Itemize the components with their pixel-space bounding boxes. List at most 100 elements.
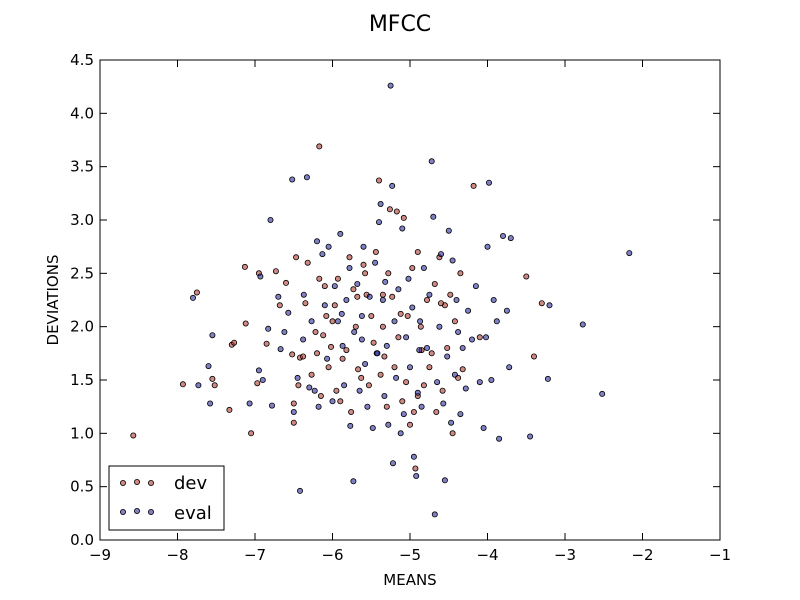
point-dev-53	[375, 177, 382, 184]
point-eval-121	[338, 310, 345, 317]
x-axis-title: MEANS	[383, 571, 436, 589]
x-tick-label-2: −7	[244, 546, 266, 564]
point-dev-24	[304, 259, 311, 266]
point-eval-75	[417, 318, 424, 325]
point-eval-49	[366, 293, 373, 300]
point-dev-25	[308, 371, 315, 378]
point-eval-120	[374, 350, 381, 357]
point-eval-105	[485, 179, 492, 186]
point-dev-38	[337, 398, 344, 405]
point-eval-84	[436, 323, 443, 330]
point-eval-53	[375, 219, 382, 226]
point-dev-18	[290, 419, 297, 426]
point-dev-101	[379, 291, 386, 298]
y-tick-label-8: 4.0	[70, 104, 94, 122]
point-dev-92	[476, 334, 483, 341]
point-dev-50	[368, 312, 375, 319]
point-eval-20	[300, 336, 307, 343]
point-eval-67	[400, 411, 407, 418]
point-eval-27	[315, 403, 322, 410]
legend-marker-eval-1	[133, 507, 140, 514]
point-eval-123	[416, 347, 423, 354]
point-eval-13	[277, 346, 284, 353]
y-tick-label-1: 0.5	[70, 478, 94, 496]
point-eval-29	[321, 302, 328, 309]
point-dev-98	[276, 302, 283, 309]
point-dev-49	[365, 382, 372, 389]
point-eval-73	[413, 472, 420, 479]
point-eval-10	[267, 216, 274, 223]
point-eval-91	[449, 257, 456, 264]
point-eval-95	[457, 411, 464, 418]
point-eval-9	[265, 325, 272, 332]
point-eval-111	[503, 307, 510, 314]
x-tick-label-3: −6	[321, 546, 343, 564]
point-dev-36	[331, 302, 338, 309]
point-eval-44	[356, 387, 363, 394]
point-eval-4	[209, 332, 216, 339]
point-eval-90	[448, 419, 455, 426]
point-eval-14	[281, 328, 288, 335]
point-eval-89	[445, 227, 452, 234]
point-dev-93	[523, 273, 530, 280]
point-dev-85	[447, 291, 454, 298]
point-eval-23	[306, 384, 313, 391]
point-eval-59	[387, 82, 394, 89]
point-eval-43	[354, 280, 361, 287]
y-tick-label-6: 3.0	[70, 211, 94, 229]
point-dev-104	[354, 293, 361, 300]
point-dev-16	[289, 351, 296, 358]
point-eval-74	[414, 389, 421, 396]
point-dev-100	[437, 300, 444, 307]
point-dev-95	[538, 300, 545, 307]
point-eval-3	[207, 400, 214, 407]
point-dev-5	[226, 406, 233, 413]
point-eval-5	[246, 400, 253, 407]
point-dev-54	[377, 371, 384, 378]
point-eval-97	[462, 385, 469, 392]
point-eval-124	[358, 336, 365, 343]
y-tick-label-3: 1.5	[70, 371, 94, 389]
point-eval-18	[294, 374, 301, 381]
point-dev-55	[379, 323, 386, 330]
point-dev-71	[410, 408, 417, 415]
point-eval-68	[403, 334, 410, 341]
point-eval-2	[205, 363, 212, 370]
point-eval-65	[397, 430, 404, 437]
point-dev-45	[355, 366, 362, 373]
point-dev-0	[130, 432, 137, 439]
point-dev-46	[358, 374, 365, 381]
point-dev-80	[433, 408, 440, 415]
point-eval-60	[389, 182, 396, 189]
point-eval-66	[399, 225, 406, 232]
legend-marker-dev-2	[147, 479, 154, 486]
point-dev-58	[385, 270, 392, 277]
point-eval-69	[405, 275, 412, 282]
point-dev-19	[293, 254, 300, 261]
legend-label-eval: eval	[174, 503, 212, 524]
point-dev-39	[339, 355, 346, 362]
point-dev-99	[362, 270, 369, 277]
point-eval-110	[499, 232, 506, 239]
point-eval-88	[444, 353, 451, 360]
legend-marker-eval-0	[120, 508, 127, 515]
point-dev-23	[302, 300, 309, 307]
legend-markers	[120, 478, 154, 515]
point-eval-64	[395, 286, 402, 293]
point-dev-3	[209, 375, 216, 382]
point-dev-84	[444, 344, 451, 351]
point-eval-1	[195, 382, 202, 389]
x-tick-label-8: −1	[709, 546, 731, 564]
point-dev-60	[389, 293, 396, 300]
x-tick-label-5: −4	[476, 546, 498, 564]
point-eval-32	[329, 398, 336, 405]
point-dev-44	[352, 323, 359, 330]
point-eval-93	[453, 296, 460, 303]
point-eval-62	[391, 318, 398, 325]
point-dev-43	[350, 286, 357, 293]
point-dev-67	[403, 379, 410, 386]
point-eval-48	[364, 403, 371, 410]
point-dev-10	[248, 430, 255, 437]
point-eval-54	[377, 200, 384, 207]
x-tick-label-0: −9	[89, 546, 111, 564]
